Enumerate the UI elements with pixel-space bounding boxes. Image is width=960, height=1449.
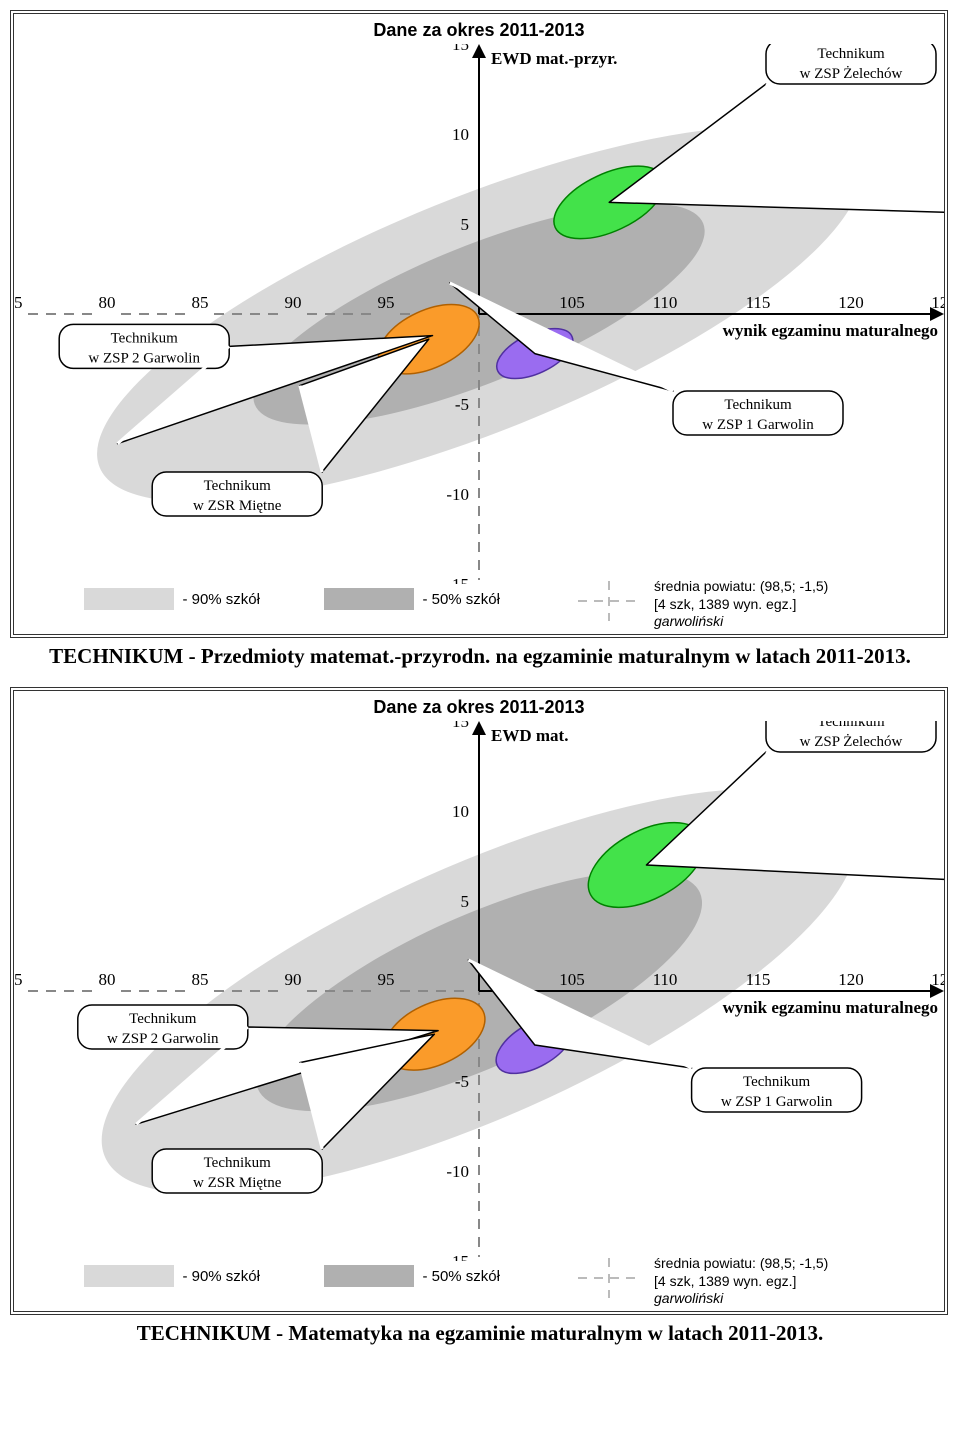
svg-text:EWD mat.-przyr.: EWD mat.-przyr. xyxy=(491,49,617,68)
legend90-block: - 90% szkół xyxy=(84,1265,260,1287)
chart2-plot: 7580859095105110115120125-15-10-551015EW… xyxy=(14,721,944,1261)
legend90-block: - 90% szkół xyxy=(84,588,260,610)
legend-cross-icon xyxy=(574,1256,644,1300)
svg-text:105: 105 xyxy=(559,970,585,989)
svg-text:w ZSP Żelechów: w ZSP Żelechów xyxy=(800,66,903,82)
svg-text:w ZSR Miętne: w ZSR Miętne xyxy=(193,1175,282,1191)
info-line1: średnia powiatu: (98,5; -1,5) xyxy=(654,578,828,596)
svg-text:w ZSP 2 Garwolin: w ZSP 2 Garwolin xyxy=(107,1031,219,1047)
svg-text:EWD mat.: EWD mat. xyxy=(491,726,568,745)
info-line2: [4 szk, 1389 wyn. egz.] xyxy=(654,596,828,614)
svg-text:15: 15 xyxy=(452,721,469,731)
svg-text:Technikum: Technikum xyxy=(743,1074,811,1090)
svg-text:125: 125 xyxy=(931,970,944,989)
svg-text:Technikum: Technikum xyxy=(204,478,272,494)
legend90-label: - 90% szkół xyxy=(182,591,260,608)
chart1-legend-row: - 90% szkół - 50% szkół średnia powiatu:… xyxy=(14,576,944,626)
svg-text:75: 75 xyxy=(14,970,23,989)
svg-text:wynik egzaminu maturalnego: wynik egzaminu maturalnego xyxy=(723,321,938,340)
svg-text:80: 80 xyxy=(99,293,116,312)
legend50-label: - 50% szkół xyxy=(422,591,500,608)
svg-text:w ZSR Miętne: w ZSR Miętne xyxy=(193,498,282,514)
svg-text:75: 75 xyxy=(14,293,23,312)
svg-text:w ZSP 1 Garwolin: w ZSP 1 Garwolin xyxy=(721,1094,833,1110)
legend90-swatch xyxy=(84,588,174,610)
svg-text:10: 10 xyxy=(452,802,469,821)
legend-cross-icon xyxy=(574,579,644,623)
chart2-title: Dane za okres 2011-2013 xyxy=(14,697,944,718)
svg-text:90: 90 xyxy=(285,293,302,312)
svg-text:Technikum: Technikum xyxy=(111,330,179,346)
svg-text:Technikum: Technikum xyxy=(204,1155,272,1171)
svg-text:125: 125 xyxy=(931,293,944,312)
legend50-block: - 50% szkół xyxy=(324,1265,500,1287)
svg-text:-5: -5 xyxy=(455,395,469,414)
chart2-info: średnia powiatu: (98,5; -1,5) [4 szk, 13… xyxy=(654,1255,828,1308)
svg-text:15: 15 xyxy=(452,44,469,54)
svg-text:95: 95 xyxy=(378,970,395,989)
svg-text:5: 5 xyxy=(461,892,470,911)
svg-text:w ZSP Żelechów: w ZSP Żelechów xyxy=(800,734,903,750)
legend90-swatch xyxy=(84,1265,174,1287)
legend50-block: - 50% szkół xyxy=(324,588,500,610)
chart-frame-2: Dane za okres 2011-2013 7580859095105110… xyxy=(10,687,948,1315)
svg-text:110: 110 xyxy=(653,293,678,312)
svg-text:Technikum: Technikum xyxy=(817,46,885,62)
chart-frame-1: Dane za okres 2011-2013 7580859095105110… xyxy=(10,10,948,638)
svg-text:90: 90 xyxy=(285,970,302,989)
svg-text:10: 10 xyxy=(452,125,469,144)
svg-text:115: 115 xyxy=(746,970,771,989)
svg-text:w ZSP 2 Garwolin: w ZSP 2 Garwolin xyxy=(88,350,200,366)
svg-text:95: 95 xyxy=(378,293,395,312)
info-line1: średnia powiatu: (98,5; -1,5) xyxy=(654,1255,828,1273)
info-line3: garwoliński xyxy=(654,613,828,631)
svg-text:120: 120 xyxy=(838,970,864,989)
chart2-legend-row: - 90% szkół - 50% szkół średnia powiatu:… xyxy=(14,1253,944,1303)
chart1-title: Dane za okres 2011-2013 xyxy=(14,20,944,41)
svg-text:wynik egzaminu maturalnego: wynik egzaminu maturalnego xyxy=(723,998,938,1017)
chart2-caption: TECHNIKUM - Matematyka na egzaminie matu… xyxy=(10,1321,950,1346)
svg-text:105: 105 xyxy=(559,293,585,312)
svg-text:85: 85 xyxy=(192,970,209,989)
svg-text:-10: -10 xyxy=(446,485,469,504)
info-line3: garwoliński xyxy=(654,1290,828,1308)
svg-text:-5: -5 xyxy=(455,1072,469,1091)
legend50-swatch xyxy=(324,588,414,610)
svg-text:Technikum: Technikum xyxy=(129,1011,197,1027)
svg-text:w ZSP 1 Garwolin: w ZSP 1 Garwolin xyxy=(702,417,814,433)
legend50-swatch xyxy=(324,1265,414,1287)
svg-text:Technikum: Technikum xyxy=(817,721,885,730)
legend50-label: - 50% szkół xyxy=(422,1268,500,1285)
legend90-label: - 90% szkół xyxy=(182,1268,260,1285)
chart1-info: średnia powiatu: (98,5; -1,5) [4 szk, 13… xyxy=(654,578,828,631)
svg-text:80: 80 xyxy=(99,970,116,989)
svg-text:-10: -10 xyxy=(446,1162,469,1181)
svg-text:120: 120 xyxy=(838,293,864,312)
chart1-plot: 7580859095105110115120125-15-10-551015EW… xyxy=(14,44,944,584)
svg-text:115: 115 xyxy=(746,293,771,312)
svg-text:5: 5 xyxy=(461,215,470,234)
svg-text:Technikum: Technikum xyxy=(724,397,792,413)
svg-text:85: 85 xyxy=(192,293,209,312)
info-line2: [4 szk, 1389 wyn. egz.] xyxy=(654,1273,828,1291)
chart1-caption: TECHNIKUM - Przedmioty matemat.-przyrodn… xyxy=(10,644,950,669)
svg-text:110: 110 xyxy=(653,970,678,989)
